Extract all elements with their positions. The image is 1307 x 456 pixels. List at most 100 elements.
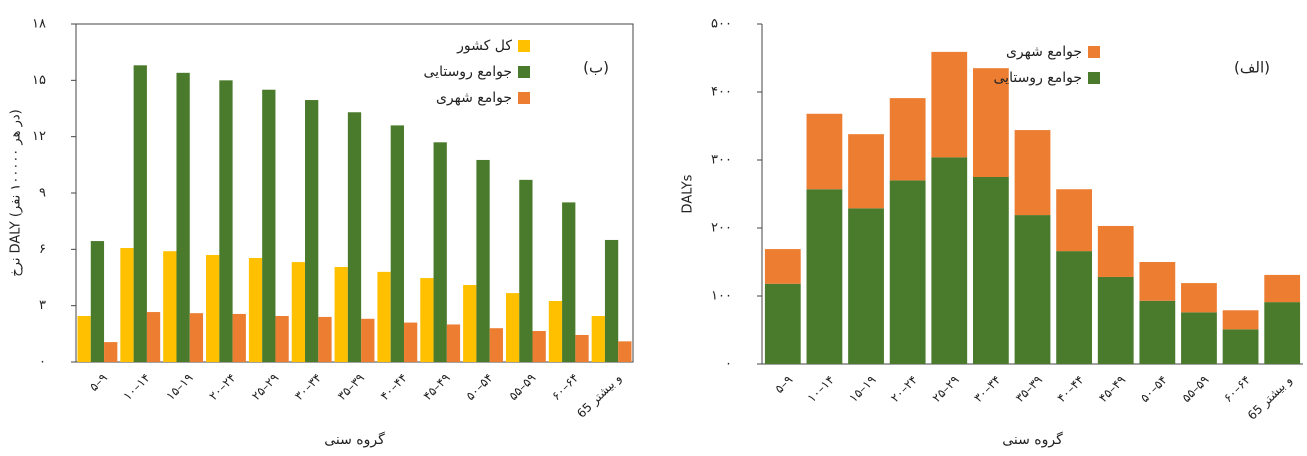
bar-segment (848, 134, 884, 209)
legend-label: جوامع شهری (436, 90, 512, 106)
bar-segment (1181, 283, 1217, 313)
y-axis-label: نرخ DALY (در هر ۱۰۰۰۰۰ نفر) (9, 109, 24, 277)
bar-segment (1056, 189, 1093, 252)
x-tick-label: 65 و بیشتر (574, 371, 625, 422)
bar (377, 271, 391, 362)
bar-segment (972, 68, 1009, 177)
x-axis-label: گروه سنی (1002, 431, 1063, 448)
x-axis-label: گروه سنی (324, 431, 385, 448)
bar-segment (931, 157, 968, 364)
bar-segment (806, 189, 843, 364)
bar-segment (764, 249, 801, 284)
x-tick-label: ۵۵–۵۹ (1179, 373, 1211, 405)
x-tick-label: ۵۵–۵۹ (506, 371, 538, 403)
bar (90, 241, 105, 362)
bar (176, 72, 190, 363)
x-tick-label: ۴۵–۴۹ (1096, 373, 1128, 405)
y-tick-label: ۲۰۰ (711, 221, 732, 236)
legend-swatch (518, 66, 530, 78)
x-tick-label: ۱۰–۱۴ (805, 373, 837, 405)
bar (548, 300, 563, 362)
x-tick-label: ۵۰–۵۴ (1138, 373, 1170, 405)
x-tick-label: ۱۵–۱۹ (163, 371, 195, 403)
x-tick-label: ۴۰–۴۴ (378, 371, 410, 403)
x-tick-label: ۲۰–۲۴ (206, 371, 238, 403)
bar (519, 179, 533, 362)
bar (146, 312, 161, 362)
y-tick-label: ۹ (39, 186, 46, 201)
bar (403, 322, 418, 362)
bar (361, 318, 375, 362)
x-tick-label: ۶۰–۶۴ (549, 371, 581, 403)
bar-segment (1264, 274, 1301, 303)
y-tick-label: ۱۰۰ (711, 289, 732, 304)
bar (575, 334, 589, 362)
bar-segment (972, 177, 1009, 364)
x-tick-label: ۵–۹ (87, 371, 110, 394)
bar-segment (1097, 225, 1134, 277)
bar (347, 112, 362, 362)
y-tick-label: ۱۸ (32, 17, 46, 32)
bar-segment (1139, 262, 1176, 301)
y-tick-label: ۱۵ (32, 73, 46, 88)
x-tick-label: ۲۵–۲۹ (929, 373, 961, 405)
x-tick-label: 65 و بیشتر (1245, 373, 1296, 424)
bar (104, 342, 118, 362)
bar-segment (1139, 300, 1176, 364)
bar-segment (1181, 312, 1217, 364)
x-tick-label: ۱۵–۱۹ (846, 373, 878, 405)
y-tick-label: ۴۰۰ (711, 85, 732, 100)
bar (433, 142, 447, 362)
y-axis-label: DALYs (681, 174, 696, 213)
x-tick-label: ۳۰–۳۴ (971, 373, 1003, 405)
x-tick-label: ۵–۹ (772, 373, 795, 396)
bar (120, 248, 134, 362)
chart: ۰ ۱۰۰ ۲۰۰ ۳۰۰ ۴۰۰ ۵۰۰ ۵–۹ ۱۰–۱۴ ۱۵–۱۹ ۲۰–۲۴ ۲۵–۲۹ ۳… (681, 17, 1303, 448)
bar (275, 315, 289, 362)
y-tick-label: ۰ (39, 355, 46, 370)
bar (476, 159, 490, 362)
x-tick-label: ۳۰–۳۴ (292, 371, 324, 403)
bar-segment (848, 208, 884, 364)
bar (463, 285, 477, 362)
bar (446, 324, 461, 362)
bar (77, 315, 91, 362)
x-tick-label: ۵۰–۵۴ (463, 371, 495, 403)
bar (262, 89, 276, 362)
bar (206, 254, 220, 362)
bar-segment (1264, 302, 1301, 364)
x-tick-label: ۳۵–۳۹ (1013, 373, 1045, 405)
bar (489, 328, 503, 362)
bar-segment (889, 180, 926, 364)
x-tick-label: ۶۰–۶۴ (1221, 373, 1253, 405)
bar-segment (1097, 276, 1134, 364)
bar (133, 65, 147, 363)
legend-label: جوامع روستایی (424, 64, 512, 80)
bar-segment (764, 283, 801, 364)
bar (420, 278, 434, 362)
bar (618, 341, 632, 362)
bar (189, 313, 204, 362)
x-tick-label: ۱۰–۱۴ (120, 371, 152, 403)
y-tick-label: ۱۲ (32, 129, 46, 144)
y-tick-label: ۵۰۰ (711, 17, 732, 32)
bar-segment (1014, 215, 1051, 364)
bar (390, 125, 404, 363)
bar (163, 251, 177, 362)
x-tick-label: ۲۵–۲۹ (249, 371, 281, 403)
annotation: (ب) (583, 59, 609, 77)
x-tick-label: ۴۰–۴۴ (1054, 373, 1086, 405)
legend-label: کل کشور (456, 38, 512, 54)
bar (291, 262, 306, 362)
bar-segment (931, 51, 968, 158)
bar (562, 202, 576, 362)
y-tick-label: ۳۰۰ (711, 153, 732, 168)
bar (248, 257, 263, 362)
legend-swatch (518, 40, 530, 52)
bar (334, 266, 348, 362)
y-tick-label: ۶ (39, 242, 46, 257)
y-tick-label: ۰ (725, 357, 732, 372)
x-tick-label: ۳۵–۳۹ (335, 371, 367, 403)
bar-segment (1056, 251, 1093, 364)
